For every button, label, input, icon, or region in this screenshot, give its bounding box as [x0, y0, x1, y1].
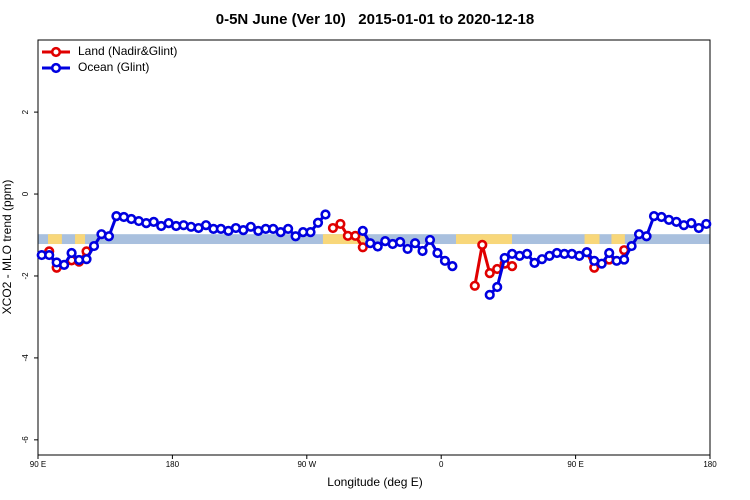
data-point: [499, 252, 510, 264]
y-tick-label: -4: [21, 354, 30, 362]
data-point: [148, 216, 159, 227]
data-point: [372, 241, 383, 252]
data-point: [641, 231, 652, 242]
data-point: [103, 231, 115, 242]
data-point: [604, 247, 615, 259]
data-point: [619, 254, 630, 265]
y-tick-label: 2: [21, 109, 30, 114]
x-axis-label: Longitude (deg E): [327, 475, 422, 489]
data-point: [320, 209, 331, 220]
y-tick-label: -2: [21, 272, 30, 280]
data-point: [693, 222, 704, 234]
chart-title: 0-5N June (Ver 10) 2015-01-01 to 2020-12…: [216, 11, 535, 28]
x-tick-label: 90 E: [567, 460, 583, 469]
data-point: [283, 223, 294, 234]
data-point: [312, 217, 324, 228]
land-band: [455, 234, 512, 245]
legend-marker: [50, 62, 62, 74]
data-point: [357, 225, 368, 237]
data-point: [484, 268, 495, 279]
data-point: [581, 247, 592, 258]
data-point: [66, 247, 77, 259]
data-point: [245, 221, 256, 232]
data-point: [686, 218, 697, 229]
data-point: [305, 227, 316, 238]
data-point: [88, 240, 100, 252]
land-band: [75, 234, 86, 245]
land-band: [48, 234, 62, 245]
data-point: [574, 250, 585, 261]
y-tick-label: -6: [21, 436, 30, 444]
data-point: [447, 261, 458, 272]
x-tick-label: 0: [439, 460, 444, 469]
land-band: [584, 234, 600, 245]
data-point: [395, 236, 406, 248]
data-point: [596, 258, 607, 269]
data-point: [484, 289, 495, 300]
data-point: [44, 249, 55, 261]
x-tick-label: 90 E: [30, 460, 46, 469]
data-point: [432, 247, 443, 259]
data-point: [81, 254, 92, 265]
data-point: [701, 218, 712, 230]
x-tick-label: 180: [703, 460, 717, 469]
x-tick-label: 90 W: [297, 460, 316, 469]
data-point: [327, 222, 339, 234]
data-point: [492, 281, 503, 293]
data-point: [402, 243, 413, 255]
data-point: [200, 220, 212, 231]
ocean-band: [38, 234, 710, 245]
data-point: [357, 242, 368, 253]
land-band: [611, 234, 625, 245]
data-point: [521, 248, 533, 259]
legend-label: Land (Nadir&Glint): [78, 44, 177, 58]
data-point: [290, 231, 301, 242]
data-point: [439, 255, 451, 266]
y-tick-label: 0: [21, 191, 30, 196]
data-point: [424, 234, 436, 246]
data-point: [350, 230, 361, 241]
data-point: [529, 257, 540, 268]
legend-label: Ocean (Glint): [78, 60, 149, 74]
data-point: [477, 239, 488, 250]
data-point: [409, 238, 421, 249]
x-tick-label: 180: [166, 460, 180, 469]
data-point: [507, 261, 518, 272]
legend-marker: [50, 46, 62, 58]
y-axis-label: XCO2 - MLO trend (ppm): [0, 180, 14, 315]
data-point: [417, 245, 428, 257]
data-point: [59, 259, 70, 271]
data-point: [469, 280, 480, 291]
plot-frame: [37, 39, 711, 456]
data-point: [335, 218, 346, 230]
data-point: [626, 240, 637, 252]
